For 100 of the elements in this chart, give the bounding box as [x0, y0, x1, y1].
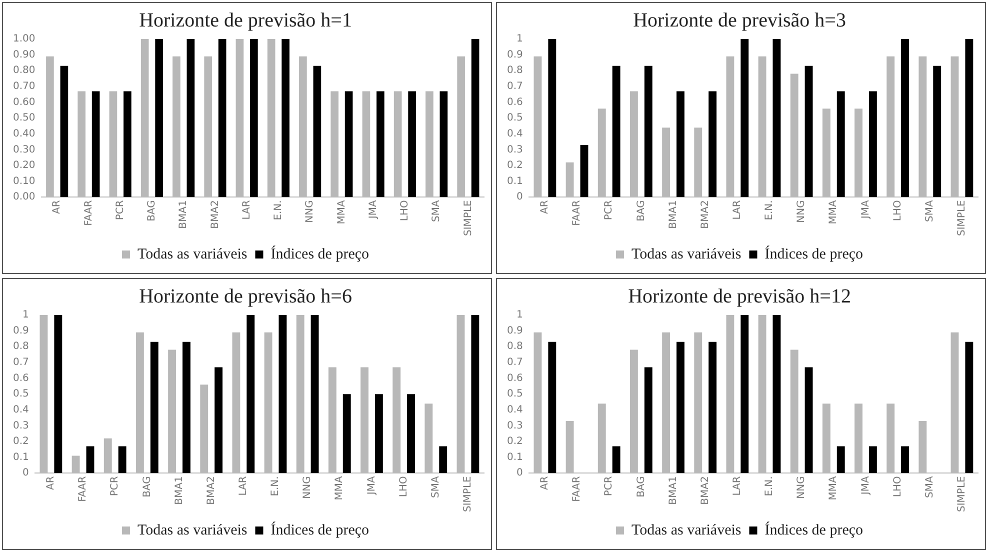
x-tick-label: PCR — [604, 476, 615, 496]
y-tick-label: 0.5 — [12, 388, 29, 400]
bar — [218, 39, 226, 198]
x-tick-label: BAG — [636, 476, 647, 498]
bar — [310, 315, 319, 474]
x-tick-label: NNG — [304, 200, 316, 223]
y-tick-label: 0.6 — [12, 372, 29, 384]
bar — [901, 446, 909, 474]
y-tick-label: 0.1 — [506, 452, 523, 463]
bar — [676, 91, 684, 198]
x-tick-label: FAAR — [83, 200, 94, 226]
bar — [374, 394, 383, 474]
bar — [186, 39, 195, 198]
x-tick-label: LAR — [732, 476, 744, 496]
x-tick-label: BMA1 — [668, 476, 679, 505]
x-tick-label: BMA1 — [174, 476, 185, 505]
y-tick-label: 0 — [22, 468, 29, 479]
y-tick-label: 0 — [516, 468, 523, 479]
y-tick-label: 0.8 — [12, 341, 29, 352]
bar — [548, 342, 556, 474]
y-tick-label: 1 — [516, 310, 523, 321]
y-tick-label: 0.6 — [506, 96, 523, 108]
y-tick-label: 0.40 — [13, 128, 36, 140]
bar — [214, 367, 223, 474]
chart-title: Horizonte de previsão h=12 — [628, 285, 851, 308]
bar — [548, 39, 556, 198]
legend-label: Índices de preço — [764, 521, 864, 538]
y-tick-label: 0.8 — [506, 341, 523, 352]
x-tick-label: MMA — [828, 476, 840, 500]
y-tick-label: 0 — [516, 192, 523, 203]
bar — [740, 39, 749, 198]
bar — [407, 394, 415, 474]
y-tick-label: 0.60 — [13, 96, 36, 108]
y-tick-label: 0.4 — [506, 128, 523, 140]
bar — [836, 446, 845, 474]
legend-label: Todas as variáveis — [631, 246, 742, 262]
y-tick-label: 0.1 — [12, 452, 29, 463]
y-tick-label: 0.1 — [506, 176, 523, 187]
bar — [612, 66, 620, 198]
bar — [60, 66, 68, 198]
x-tick-label: SMA — [430, 476, 442, 498]
x-tick-label: LHO — [398, 476, 410, 498]
x-tick-label: AR — [52, 200, 63, 214]
legend-label: Índices de preço — [270, 245, 370, 262]
bar — [836, 91, 845, 198]
bar — [580, 144, 588, 198]
x-tick-label: E.N. — [764, 200, 776, 220]
bar — [933, 66, 942, 198]
bar — [804, 367, 813, 474]
x-tick-label: PCR — [110, 476, 121, 496]
y-tick-label: 0.00 — [13, 192, 36, 203]
y-tick-label: 0.5 — [506, 112, 523, 124]
bar — [124, 91, 132, 198]
x-tick-label: JMA — [368, 200, 379, 220]
x-tick-label: LHO — [892, 476, 904, 498]
bar — [86, 446, 94, 474]
bar — [246, 315, 255, 474]
bar — [644, 367, 652, 474]
y-tick-label: 0.50 — [13, 112, 36, 124]
chart-title: Horizonte de previsão h=1 — [139, 9, 352, 32]
y-tick-label: 0.80 — [13, 65, 36, 76]
y-tick-label: 0.5 — [506, 388, 523, 400]
bar — [772, 315, 781, 474]
x-tick-label: SIMPLE — [462, 476, 474, 512]
x-tick-label: BMA2 — [210, 200, 221, 229]
bar — [440, 91, 448, 198]
bar — [282, 39, 290, 198]
y-tick-label: 0.7 — [506, 81, 523, 92]
x-tick-label: LAR — [732, 200, 744, 220]
bar — [471, 39, 480, 198]
y-tick-label: 0.3 — [506, 144, 523, 156]
x-tick-label: BAG — [142, 476, 153, 498]
x-tick-label: BAG — [146, 200, 158, 222]
x-tick-label: BMA2 — [206, 476, 217, 505]
y-tick-label: 0.9 — [12, 325, 29, 336]
x-tick-label: BMA1 — [178, 200, 190, 229]
bar — [708, 91, 717, 198]
x-tick-label: BMA1 — [668, 200, 679, 229]
bar — [118, 446, 126, 474]
y-tick-label: 0.30 — [13, 144, 36, 156]
x-tick-label: JMA — [366, 476, 378, 496]
chart-title: Horizonte de previsão h=6 — [139, 285, 352, 308]
bar — [965, 342, 974, 474]
x-tick-label: SMA — [431, 200, 442, 222]
bar — [155, 39, 163, 198]
bar — [439, 446, 448, 474]
y-tick-label: 0.4 — [506, 404, 523, 416]
x-tick-label: BMA2 — [700, 476, 711, 505]
x-tick-label: LHO — [892, 200, 904, 222]
bar — [676, 342, 684, 474]
x-tick-label: BMA2 — [700, 200, 711, 229]
bar — [471, 315, 480, 474]
x-tick-label: SIMPLE — [956, 200, 968, 236]
x-tick-label: NNG — [796, 200, 808, 223]
x-tick-label: BAG — [636, 200, 647, 222]
x-tick-label: MMA — [828, 200, 840, 224]
x-tick-label: AR — [46, 476, 57, 490]
legend-label: Todas as variáveis — [137, 246, 248, 262]
bar — [150, 342, 158, 474]
y-tick-label: 0.70 — [13, 81, 36, 92]
